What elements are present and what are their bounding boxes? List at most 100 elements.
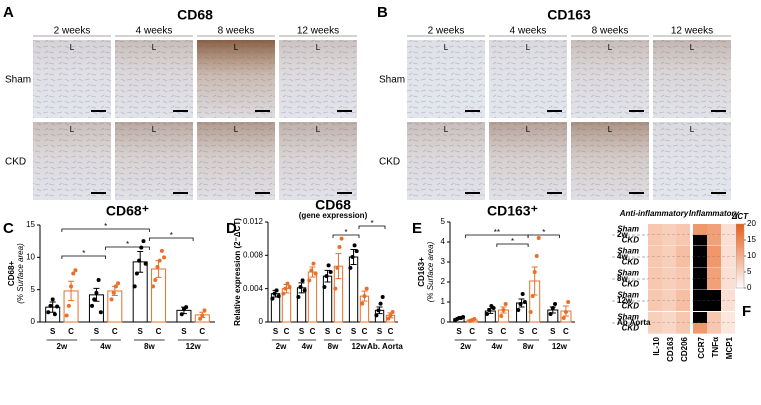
- significance: *: [370, 219, 373, 228]
- data-point: [285, 281, 290, 286]
- heatmap-cell: [662, 301, 676, 312]
- x-series-label: C: [362, 327, 368, 336]
- data-point: [360, 301, 365, 306]
- y-tick-label: 15: [26, 220, 35, 229]
- colorbar-tick-label: 15: [747, 235, 756, 244]
- y-tick-label: 5: [441, 217, 446, 226]
- stain: [197, 40, 275, 118]
- chart-title: CD68⁺: [106, 203, 149, 219]
- heatmap-cell: [648, 246, 662, 257]
- colorbar-step: [736, 282, 744, 285]
- stain: [115, 122, 193, 200]
- data-point: [298, 285, 303, 289]
- data-point: [48, 303, 53, 308]
- heatmap-cell: [648, 257, 662, 268]
- heatmap-cell: [648, 224, 662, 235]
- heatmap-cell: [721, 290, 735, 301]
- data-point: [561, 316, 566, 320]
- data-point: [550, 306, 555, 310]
- data-point: [151, 284, 156, 289]
- x-series-label: S: [550, 327, 556, 336]
- x-series-label: S: [138, 327, 144, 336]
- lumen-label: L: [690, 125, 695, 134]
- significance: *: [511, 237, 514, 246]
- heatmap-cell: [676, 235, 690, 246]
- y-tick-label: 5: [31, 285, 36, 294]
- heatmap-cell: [693, 301, 707, 312]
- y-tick-label: 2: [441, 277, 446, 286]
- column-header: 4 weeks: [510, 26, 547, 37]
- stain: [653, 122, 731, 200]
- data-point: [73, 268, 78, 273]
- colorbar-step: [736, 266, 744, 269]
- colorbar-step: [736, 284, 744, 287]
- heatmap-cell: [648, 323, 662, 334]
- heatmap-cell: [676, 279, 690, 290]
- data-point: [134, 271, 139, 276]
- chart-subtitle: (gene expression): [299, 211, 368, 220]
- x-series-label: C: [284, 327, 290, 336]
- significance-bracket: [105, 246, 150, 250]
- significance-bracket: [496, 243, 529, 247]
- colorbar-step: [736, 240, 744, 243]
- heatmap-cell: [648, 312, 662, 323]
- column-header: 2 weeks: [428, 26, 465, 37]
- x-group-label: Ab. Aorta: [367, 342, 403, 351]
- colorbar-step: [736, 254, 744, 257]
- colorbar-step: [736, 278, 744, 281]
- data-point: [503, 302, 508, 306]
- data-point: [111, 290, 116, 295]
- colorbar-step: [736, 286, 744, 289]
- heatmap-cell: [721, 235, 735, 246]
- heatmap-cell: [676, 312, 690, 323]
- colorbar-tick-label: 5: [747, 267, 752, 276]
- row-name: Sham: [617, 225, 639, 234]
- significance: *: [104, 222, 107, 231]
- data-point: [566, 300, 571, 304]
- data-point: [52, 312, 57, 317]
- data-point: [157, 258, 162, 263]
- x-series-label: S: [377, 327, 383, 336]
- y-tick-label: 0: [259, 317, 264, 326]
- data-point: [109, 297, 114, 302]
- data-point: [390, 310, 395, 314]
- row-group-label: Ab Aorta: [617, 318, 651, 327]
- panel-label: B: [377, 4, 388, 21]
- data-point: [528, 310, 533, 314]
- row-name: CKD: [622, 280, 640, 289]
- stain: [489, 40, 567, 118]
- lumen-label: L: [152, 125, 157, 134]
- heatmap-cell: [676, 323, 690, 334]
- stain: [115, 40, 193, 118]
- chart-title: CD163⁺: [487, 203, 538, 219]
- y-axis-label: Relative expression (2⁻ΔCT): [233, 218, 242, 326]
- data-point: [92, 297, 97, 302]
- row-name: CKD: [622, 302, 640, 311]
- row-group-label: 4w: [617, 252, 628, 261]
- chart-title: CD68: [315, 197, 351, 213]
- lumen-label: L: [690, 43, 695, 52]
- x-series-label: C: [336, 327, 342, 336]
- data-point: [309, 268, 314, 273]
- data-point: [300, 278, 305, 283]
- colorbar-step: [736, 268, 744, 271]
- heatmap-cell: [693, 290, 707, 301]
- lumen-label: L: [608, 43, 613, 52]
- row-label: CKD: [379, 157, 400, 168]
- column-header: 4 weeks: [136, 26, 173, 37]
- colorbar-tick-label: 0: [747, 283, 752, 292]
- x-group-label: 8w: [144, 342, 155, 351]
- data-point: [272, 291, 277, 296]
- heatmap-cell: [676, 301, 690, 312]
- x-series-label: S: [488, 327, 494, 336]
- x-series-label: C: [112, 327, 118, 336]
- data-point: [333, 286, 338, 291]
- heatmap-cell: [721, 312, 735, 323]
- x-series-label: S: [181, 327, 187, 336]
- data-point: [328, 270, 333, 274]
- significance-bracket: [61, 255, 107, 259]
- x-group-label: 4w: [302, 342, 313, 351]
- y-tick-label: 10: [26, 252, 35, 261]
- data-point: [116, 281, 121, 286]
- lumen-label: L: [70, 43, 75, 52]
